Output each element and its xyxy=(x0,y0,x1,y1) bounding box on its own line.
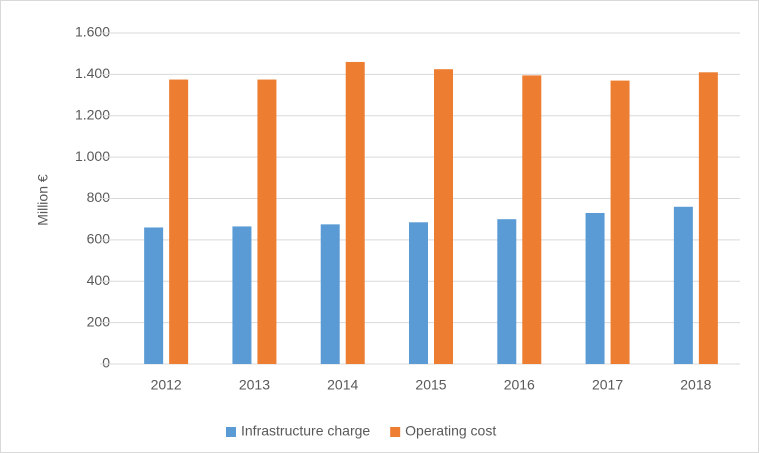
bar xyxy=(144,227,164,364)
y-tick-label: 800 xyxy=(87,189,111,205)
bar xyxy=(585,212,605,364)
legend-swatch xyxy=(226,427,236,437)
y-tick-label: 600 xyxy=(87,231,111,247)
x-tick-label: 2014 xyxy=(327,377,358,393)
y-tick-label: 400 xyxy=(87,272,111,288)
y-tick-label: 1.400 xyxy=(75,65,110,81)
x-tick-label: 2016 xyxy=(504,377,535,393)
bar xyxy=(257,79,277,364)
bar xyxy=(522,75,542,365)
bar xyxy=(434,69,453,364)
bar xyxy=(169,79,189,364)
bar xyxy=(610,80,630,365)
bar xyxy=(232,226,252,364)
bar xyxy=(320,224,340,364)
bar xyxy=(409,222,428,364)
bar xyxy=(497,219,517,364)
y-tick-label: 1.000 xyxy=(75,148,110,164)
x-tick-label: 2018 xyxy=(680,377,711,393)
y-axis-title: Million € xyxy=(35,174,51,226)
y-tick-label: 1.200 xyxy=(75,106,110,122)
bar xyxy=(673,206,693,364)
bar xyxy=(345,61,365,365)
legend-label: Operating cost xyxy=(405,423,496,439)
x-tick-label: 2015 xyxy=(415,377,446,393)
bar xyxy=(698,72,718,365)
legend-label: Infrastructure charge xyxy=(241,423,370,439)
x-tick-label: 2012 xyxy=(151,377,182,393)
x-tick-label: 2017 xyxy=(592,377,623,393)
x-tick-label: 2013 xyxy=(239,377,270,393)
y-tick-label: 200 xyxy=(87,313,111,329)
legend-swatch xyxy=(390,427,401,437)
y-tick-label: 1.600 xyxy=(75,24,110,40)
y-tick-label: 0 xyxy=(102,355,110,371)
